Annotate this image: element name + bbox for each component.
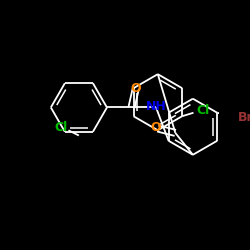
Text: Br: Br <box>238 112 250 124</box>
Text: Cl: Cl <box>55 121 68 134</box>
Text: O: O <box>130 82 141 95</box>
Text: O: O <box>151 121 161 134</box>
Text: NH: NH <box>146 100 167 113</box>
Text: Cl: Cl <box>196 104 210 118</box>
